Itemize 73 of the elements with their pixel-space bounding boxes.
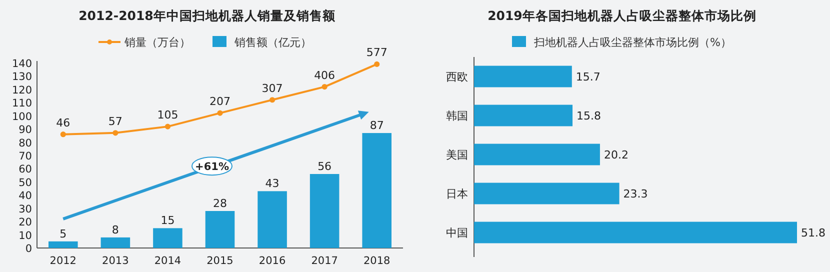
point <box>374 61 380 67</box>
bar <box>100 237 130 248</box>
data-label: 57 <box>108 114 122 128</box>
legend-item: 销量（万台） <box>98 36 190 49</box>
data-label: 87 <box>370 119 384 132</box>
x-tick-label: 2015 <box>206 255 234 267</box>
y-tick-label: 50 <box>18 176 32 189</box>
data-label: 28 <box>213 197 227 210</box>
x-tick-label: 2017 <box>311 255 338 267</box>
data-label: 8 <box>112 223 119 236</box>
y-tick-label: 130 <box>12 71 32 84</box>
bar <box>474 222 797 244</box>
x-tick-label: 2013 <box>102 255 129 267</box>
chart-title: 2012-2018年中国扫地机器人销量及销售额 <box>78 8 336 23</box>
y-tick-label: 40 <box>18 190 32 202</box>
legend-label: 销量（万台） <box>124 36 190 49</box>
annotation: +61% <box>195 161 230 174</box>
y-tick-label: 90 <box>18 124 32 136</box>
y-tick-label: 20 <box>18 216 32 229</box>
data-label: 15.7 <box>576 70 600 84</box>
point <box>112 130 118 136</box>
data-label: 20.2 <box>604 148 628 162</box>
y-tick-label: 日本 <box>446 188 468 200</box>
bar <box>362 133 392 248</box>
legend-item: 扫地机器人占吸尘器整体市场比例（%） <box>512 36 732 49</box>
point <box>60 132 66 138</box>
bar <box>205 211 235 248</box>
data-label: 23.3 <box>623 188 648 200</box>
point <box>217 110 223 116</box>
y-tick-label: 韩国 <box>446 110 468 122</box>
data-label: 51.8 <box>801 226 826 240</box>
data-label: 307 <box>262 82 283 95</box>
data-label: 577 <box>366 46 388 60</box>
legend-label: 销售额（亿元） <box>234 36 312 49</box>
y-tick-label: 110 <box>12 98 32 110</box>
bar <box>258 191 287 248</box>
x-tick-label: 2018 <box>363 255 390 267</box>
data-label: 105 <box>157 108 178 122</box>
x-tick-label: 2014 <box>154 255 182 267</box>
point <box>164 124 171 130</box>
bar <box>310 174 340 248</box>
data-label: 56 <box>318 160 332 173</box>
y-tick-label: 西欧 <box>446 70 468 84</box>
y-tick-label: 10 <box>18 230 32 242</box>
data-label: 5 <box>60 227 67 240</box>
y-tick-label: 中国 <box>446 226 468 240</box>
x-tick-label: 2016 <box>258 255 286 267</box>
bar <box>153 228 182 248</box>
y-tick-label: 70 <box>18 150 32 162</box>
y-tick-label: 120 <box>12 84 32 96</box>
y-tick-label: 30 <box>18 203 32 216</box>
y-tick-label: 100 <box>12 110 32 123</box>
legend-item: 销售额（亿元） <box>212 36 312 49</box>
bar <box>474 104 573 126</box>
data-label: 406 <box>314 68 336 82</box>
bar <box>48 241 78 248</box>
y-tick-label: 80 <box>18 137 32 150</box>
y-tick-label: 美国 <box>446 148 468 162</box>
y-tick-label: 0 <box>25 243 32 255</box>
bar <box>474 144 600 166</box>
point <box>322 84 328 90</box>
bar <box>474 182 620 204</box>
x-tick-label: 2012 <box>50 255 77 267</box>
bar <box>474 66 572 88</box>
chart-title: 2019年各国扫地机器人占吸尘器整体市场比例 <box>488 8 756 23</box>
point <box>269 97 276 103</box>
data-label: 15 <box>160 214 175 228</box>
y-tick-label: 60 <box>18 164 32 176</box>
data-label: 207 <box>210 95 230 108</box>
data-label: 46 <box>56 116 70 130</box>
data-label: 43 <box>265 177 280 190</box>
data-label: 15.8 <box>576 110 602 122</box>
y-tick-label: 140 <box>12 58 32 70</box>
